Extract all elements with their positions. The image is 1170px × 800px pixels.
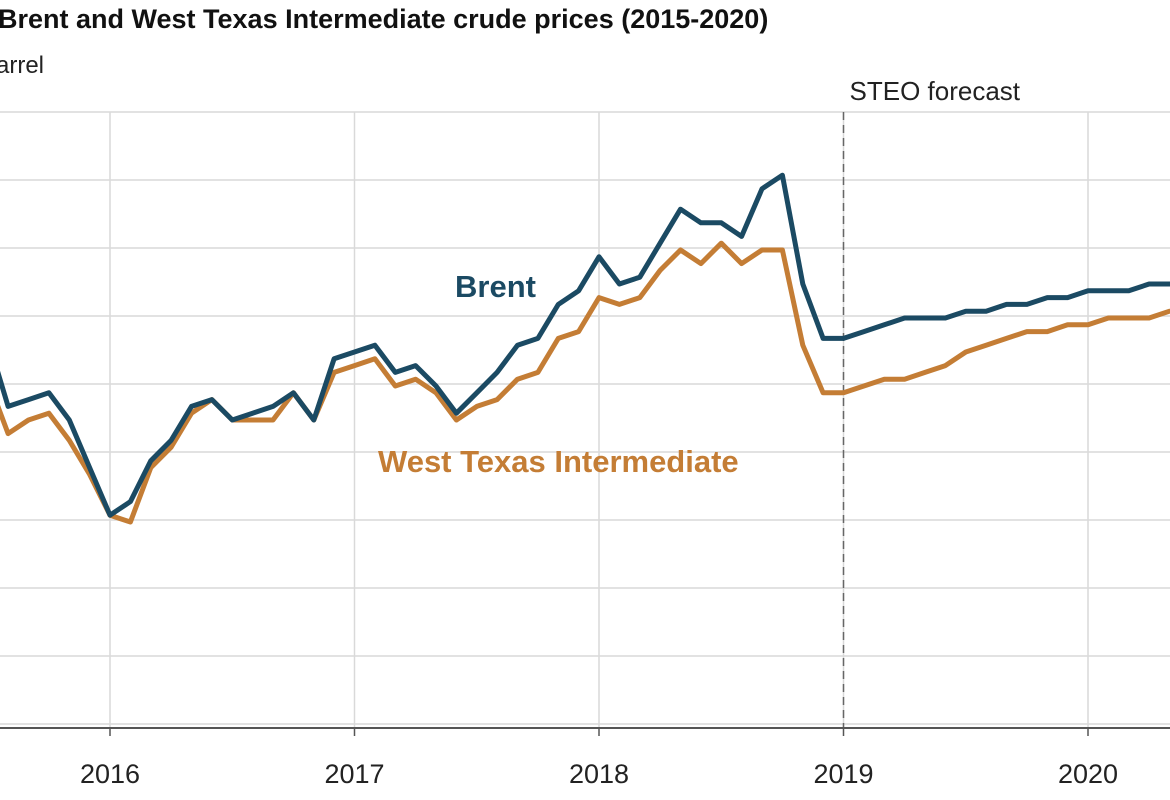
- x-tick-label: 2018: [569, 759, 629, 789]
- x-tick-label: 2019: [813, 759, 873, 789]
- forecast-marker: STEO forecast: [842, 76, 1021, 728]
- x-tick-label: 2017: [324, 759, 384, 789]
- series-line-west-texas-intermediate: [0, 240, 1170, 525]
- chart-subtitle: arrel: [0, 52, 45, 79]
- chart-title: Brent and West Texas Intermediate crude …: [0, 4, 769, 34]
- series-line-brent: [0, 172, 1170, 518]
- x-tick-label: 2016: [80, 759, 140, 789]
- series-labels: Brent West Texas Intermediate: [378, 269, 739, 479]
- x-tick-label: 2020: [1058, 759, 1118, 789]
- forecast-annotation: STEO forecast: [850, 76, 1021, 106]
- series-label-brent: Brent: [455, 269, 536, 304]
- x-axis-ticks: 2016 2017 2018 2019 2020: [0, 727, 1170, 789]
- series-lines: [0, 172, 1170, 525]
- gridlines: [0, 111, 1170, 728]
- series-label-wti: West Texas Intermediate: [378, 444, 739, 479]
